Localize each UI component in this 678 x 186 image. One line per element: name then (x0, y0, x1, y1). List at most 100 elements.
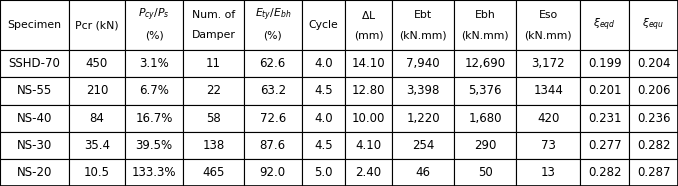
Bar (345, 159, 392, 186)
Text: 4.0: 4.0 (314, 57, 333, 70)
Text: 12,690: 12,690 (464, 57, 506, 70)
Text: (%): (%) (145, 30, 163, 40)
Bar (243, 50, 302, 77)
Bar (516, 159, 580, 186)
Bar (580, 132, 629, 159)
Text: NS-20: NS-20 (17, 166, 52, 179)
Bar (183, 77, 243, 105)
Text: 420: 420 (537, 112, 559, 125)
Bar (392, 77, 454, 105)
Bar (454, 50, 516, 77)
Bar (392, 0, 454, 50)
Text: 10.00: 10.00 (352, 112, 385, 125)
Text: 6.7%: 6.7% (139, 84, 169, 97)
Text: 5.0: 5.0 (314, 166, 333, 179)
Text: 5,376: 5,376 (468, 84, 502, 97)
Bar (183, 0, 243, 50)
Bar (345, 77, 392, 105)
Bar (454, 105, 516, 132)
Bar (629, 0, 678, 50)
Bar (0, 0, 68, 50)
Bar (345, 0, 392, 50)
Bar (243, 105, 302, 132)
Text: Ebt: Ebt (414, 10, 432, 20)
Text: 4.0: 4.0 (314, 112, 333, 125)
Bar (392, 50, 454, 77)
Text: 11: 11 (206, 57, 221, 70)
Bar (516, 132, 580, 159)
Bar (629, 105, 678, 132)
Text: 35.4: 35.4 (84, 139, 110, 152)
Bar (68, 50, 125, 77)
Bar (243, 159, 302, 186)
Bar (68, 105, 125, 132)
Bar (516, 77, 580, 105)
Text: (%): (%) (263, 30, 282, 40)
Text: 0.282: 0.282 (637, 139, 671, 152)
Text: 0.204: 0.204 (637, 57, 671, 70)
Text: Cycle: Cycle (308, 20, 338, 30)
Text: (kN.mm): (kN.mm) (462, 30, 509, 40)
Text: 254: 254 (412, 139, 435, 152)
Text: 22: 22 (206, 84, 221, 97)
Bar (454, 0, 516, 50)
Bar (125, 0, 183, 50)
Bar (68, 132, 125, 159)
Text: 290: 290 (474, 139, 496, 152)
Text: 58: 58 (206, 112, 221, 125)
Text: 62.6: 62.6 (260, 57, 286, 70)
Bar (0, 50, 68, 77)
Bar (68, 0, 125, 50)
Bar (0, 105, 68, 132)
Bar (243, 77, 302, 105)
Bar (580, 0, 629, 50)
Bar (183, 132, 243, 159)
Text: 3.1%: 3.1% (140, 57, 169, 70)
Bar (345, 105, 392, 132)
Text: 0.287: 0.287 (637, 166, 671, 179)
Text: NS-30: NS-30 (17, 139, 52, 152)
Bar (243, 0, 302, 50)
Text: $E_{ty}/E_{bh}$: $E_{ty}/E_{bh}$ (254, 7, 291, 23)
Text: $\xi_{eqd}$: $\xi_{eqd}$ (593, 17, 616, 33)
Text: 13: 13 (541, 166, 556, 179)
Text: SSHD-70: SSHD-70 (8, 57, 60, 70)
Bar (183, 159, 243, 186)
Bar (183, 105, 243, 132)
Bar (302, 50, 345, 77)
Bar (302, 159, 345, 186)
Bar (580, 50, 629, 77)
Text: $\xi_{equ}$: $\xi_{equ}$ (643, 17, 664, 33)
Bar (454, 132, 516, 159)
Bar (629, 132, 678, 159)
Text: 4.5: 4.5 (314, 84, 333, 97)
Text: 0.236: 0.236 (637, 112, 671, 125)
Text: 210: 210 (85, 84, 108, 97)
Bar (580, 77, 629, 105)
Bar (0, 159, 68, 186)
Bar (68, 159, 125, 186)
Text: (kN.mm): (kN.mm) (524, 30, 572, 40)
Text: Pcr (kN): Pcr (kN) (75, 20, 119, 30)
Text: 0.277: 0.277 (588, 139, 622, 152)
Text: NS-55: NS-55 (17, 84, 52, 97)
Text: 92.0: 92.0 (260, 166, 285, 179)
Text: 50: 50 (478, 166, 493, 179)
Bar (345, 132, 392, 159)
Text: 138: 138 (202, 139, 224, 152)
Bar (302, 105, 345, 132)
Bar (392, 159, 454, 186)
Text: 3,398: 3,398 (407, 84, 440, 97)
Text: 72.6: 72.6 (260, 112, 286, 125)
Text: 46: 46 (416, 166, 431, 179)
Text: 14.10: 14.10 (352, 57, 385, 70)
Text: 12.80: 12.80 (352, 84, 385, 97)
Bar (516, 0, 580, 50)
Bar (392, 132, 454, 159)
Bar (454, 159, 516, 186)
Text: 39.5%: 39.5% (136, 139, 173, 152)
Text: Specimen: Specimen (7, 20, 61, 30)
Text: Eso: Eso (538, 10, 558, 20)
Bar (0, 132, 68, 159)
Bar (629, 159, 678, 186)
